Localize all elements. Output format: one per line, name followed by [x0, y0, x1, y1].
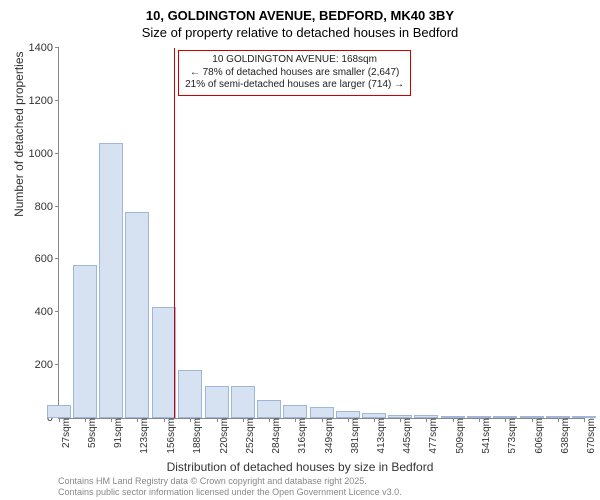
ytick-label: 800	[35, 201, 59, 213]
histogram-bar	[231, 386, 255, 418]
x-axis-label: Distribution of detached houses by size …	[0, 460, 600, 474]
footer-attribution: Contains HM Land Registry data © Crown c…	[58, 476, 402, 499]
reference-marker-line	[174, 48, 175, 418]
histogram-bar	[73, 265, 97, 418]
xtick-label: 638sqm	[558, 418, 571, 454]
histogram-bar	[125, 212, 149, 418]
footer-line: Contains HM Land Registry data © Crown c…	[58, 476, 402, 487]
chart-container: 10, GOLDINGTON AVENUE, BEDFORD, MK40 3BY…	[0, 0, 600, 500]
annotation-line: 21% of semi-detached houses are larger (…	[185, 79, 404, 92]
chart-title: 10, GOLDINGTON AVENUE, BEDFORD, MK40 3BY	[0, 0, 600, 25]
histogram-bar	[152, 307, 176, 418]
xtick-label: 91sqm	[111, 418, 124, 448]
ytick-label: 1200	[29, 95, 59, 107]
xtick-label: 573sqm	[505, 418, 518, 454]
xtick-label: 509sqm	[453, 418, 466, 454]
xtick-label: 123sqm	[137, 418, 150, 454]
ytick-label: 200	[35, 359, 59, 371]
xtick-label: 381sqm	[348, 418, 361, 454]
footer-line: Contains public sector information licen…	[58, 487, 402, 498]
xtick-label: 541sqm	[479, 418, 492, 454]
xtick-label: 284sqm	[269, 418, 282, 454]
xtick-label: 606sqm	[532, 418, 545, 454]
y-axis-label: Number of detached properties	[12, 51, 26, 216]
annotation-box: 10 GOLDINGTON AVENUE: 168sqm← 78% of det…	[178, 50, 411, 96]
ytick-label: 400	[35, 306, 59, 318]
histogram-bar	[47, 405, 71, 418]
xtick-label: 220sqm	[217, 418, 230, 454]
histogram-bar	[283, 405, 307, 418]
xtick-label: 188sqm	[190, 418, 203, 454]
histogram-bar	[336, 411, 360, 418]
xtick-label: 59sqm	[85, 418, 98, 448]
xtick-label: 316sqm	[295, 418, 308, 454]
histogram-bar	[257, 400, 281, 419]
xtick-label: 349sqm	[322, 418, 335, 454]
xtick-label: 27sqm	[59, 418, 72, 448]
histogram-bar	[99, 143, 123, 418]
xtick-label: 477sqm	[426, 418, 439, 454]
chart-subtitle: Size of property relative to detached ho…	[0, 25, 600, 44]
histogram-bar	[205, 386, 229, 418]
chart-plot-area: 020040060080010001200140027sqm59sqm91sqm…	[58, 48, 583, 418]
ytick-label: 1000	[29, 148, 59, 160]
xtick-label: 413sqm	[374, 418, 387, 454]
annotation-line: 10 GOLDINGTON AVENUE: 168sqm	[185, 54, 404, 67]
xtick-label: 445sqm	[400, 418, 413, 454]
xtick-label: 252sqm	[243, 418, 256, 454]
xtick-label: 156sqm	[164, 418, 177, 454]
ytick-label: 1400	[29, 42, 59, 54]
plot-region: 020040060080010001200140027sqm59sqm91sqm…	[58, 48, 584, 419]
histogram-bar	[178, 370, 202, 418]
annotation-line: ← 78% of detached houses are smaller (2,…	[185, 67, 404, 80]
ytick-label: 600	[35, 253, 59, 265]
histogram-bar	[310, 407, 334, 418]
xtick-label: 670sqm	[584, 418, 597, 454]
